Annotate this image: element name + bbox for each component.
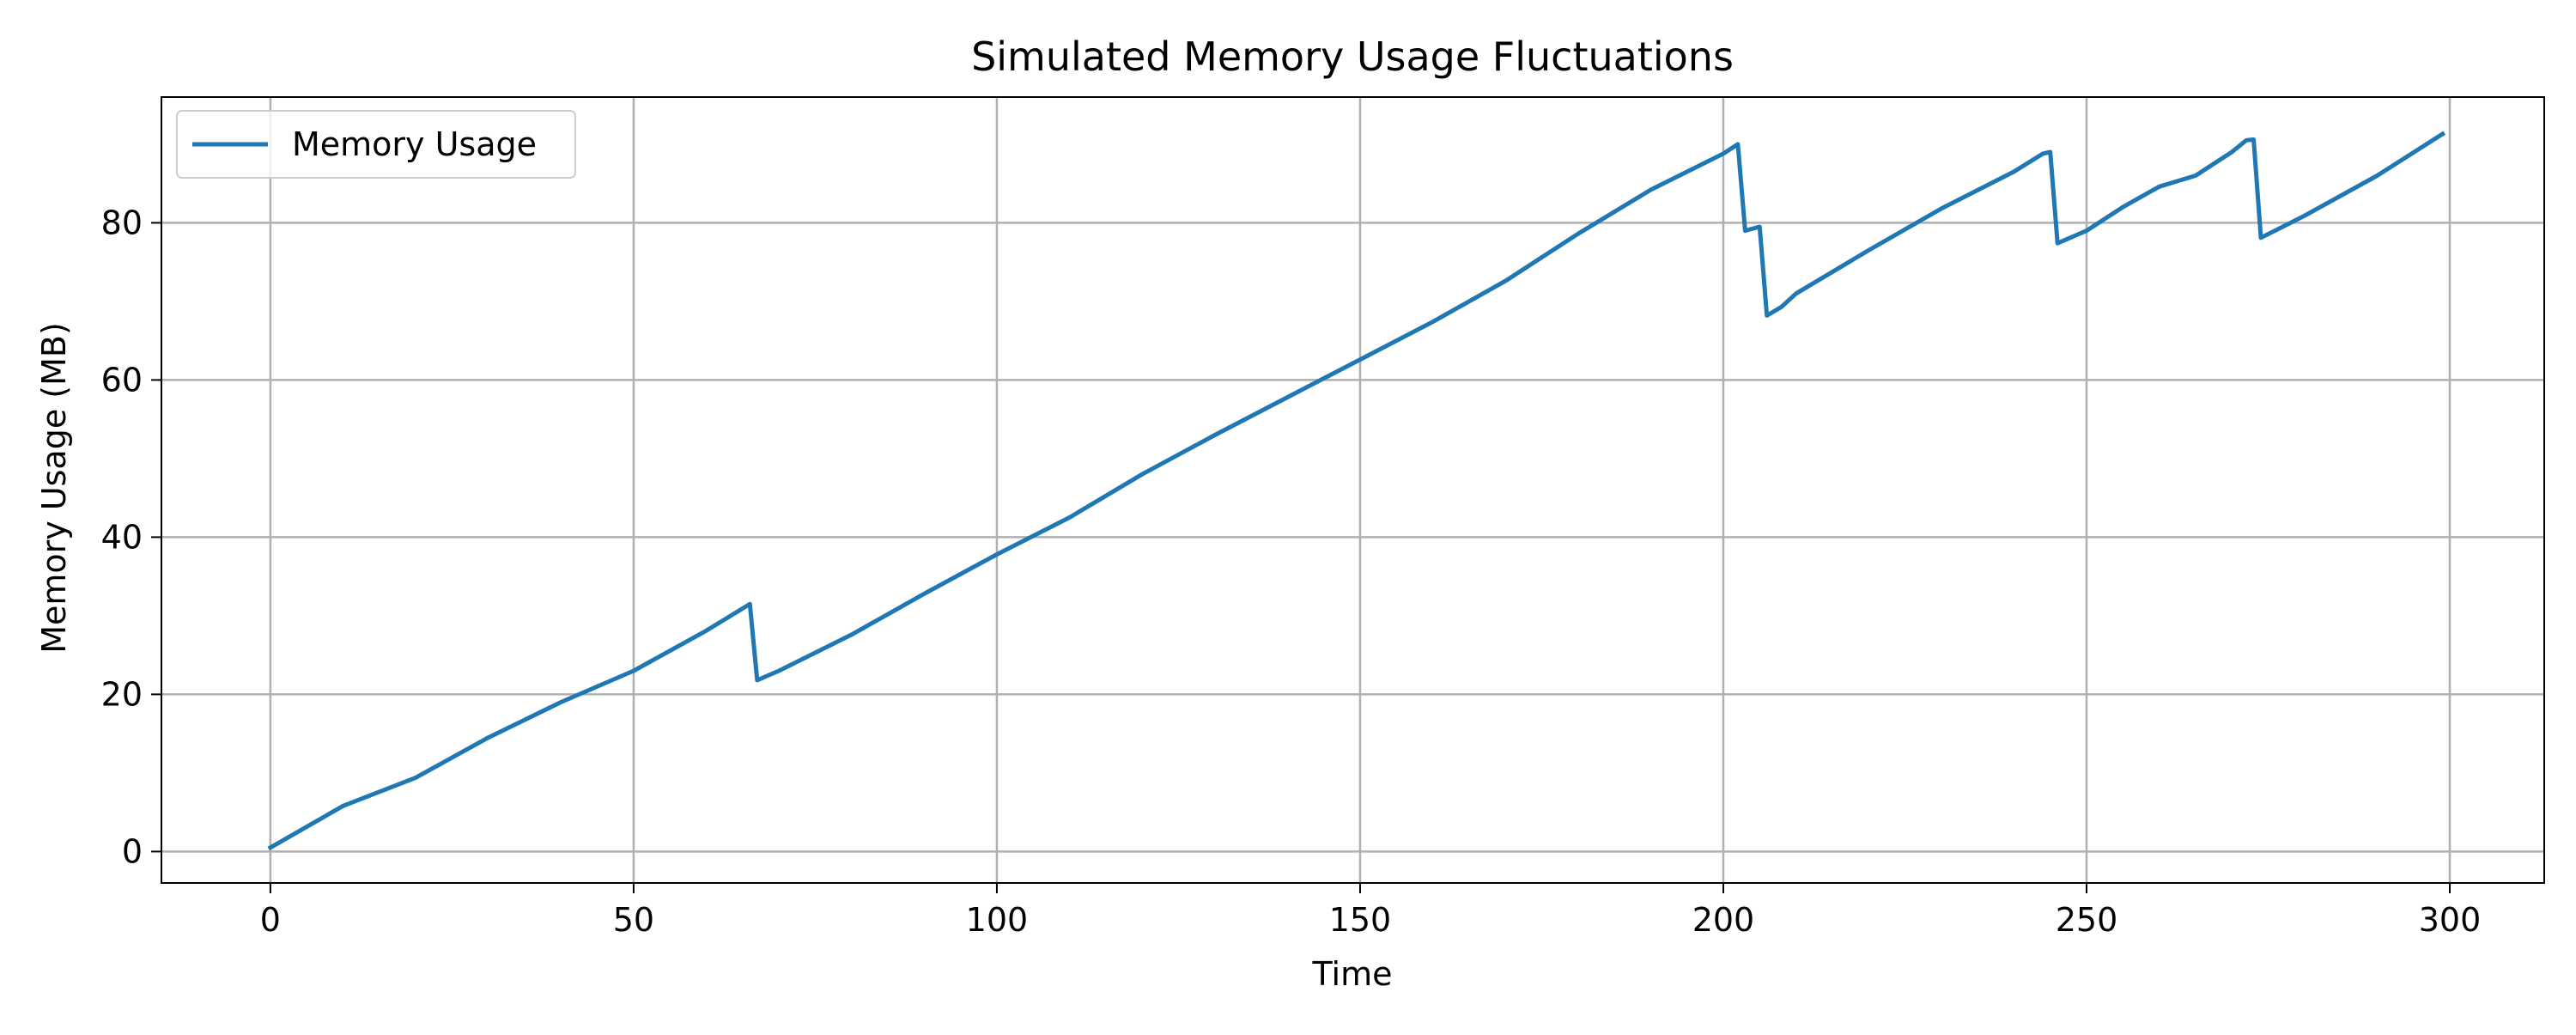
grid-layer: [161, 97, 2544, 883]
series-line-memory-usage: [267, 131, 2446, 851]
y-tick-label: 20: [101, 675, 143, 713]
x-tick-label: 0: [260, 901, 281, 939]
y-tick-label: 40: [101, 518, 143, 556]
legend: Memory Usage: [176, 110, 576, 179]
x-tick-label: 50: [613, 901, 654, 939]
x-tick-label: 150: [1329, 901, 1392, 939]
x-axis-label: Time: [1312, 955, 1393, 993]
x-tick-label: 100: [966, 901, 1029, 939]
x-tick-label: 200: [1692, 901, 1755, 939]
y-tick-label: 0: [122, 832, 143, 870]
y-axis-label: Memory Usage (MB): [35, 322, 73, 654]
tick-layer: 0 50 100 150 200 250 300 0 20 40 60 80: [101, 204, 2482, 939]
legend-label: Memory Usage: [292, 125, 537, 163]
y-tick-label: 80: [101, 204, 143, 241]
plot-area-frame: [161, 96, 2545, 884]
series-layer: [267, 131, 2446, 851]
x-tick-label: 250: [2056, 901, 2118, 939]
legend-box: [176, 110, 576, 179]
chart-title: Simulated Memory Usage Fluctuations: [971, 33, 1734, 80]
x-tick-label: 300: [2419, 901, 2482, 939]
y-tick-label: 60: [101, 361, 143, 399]
